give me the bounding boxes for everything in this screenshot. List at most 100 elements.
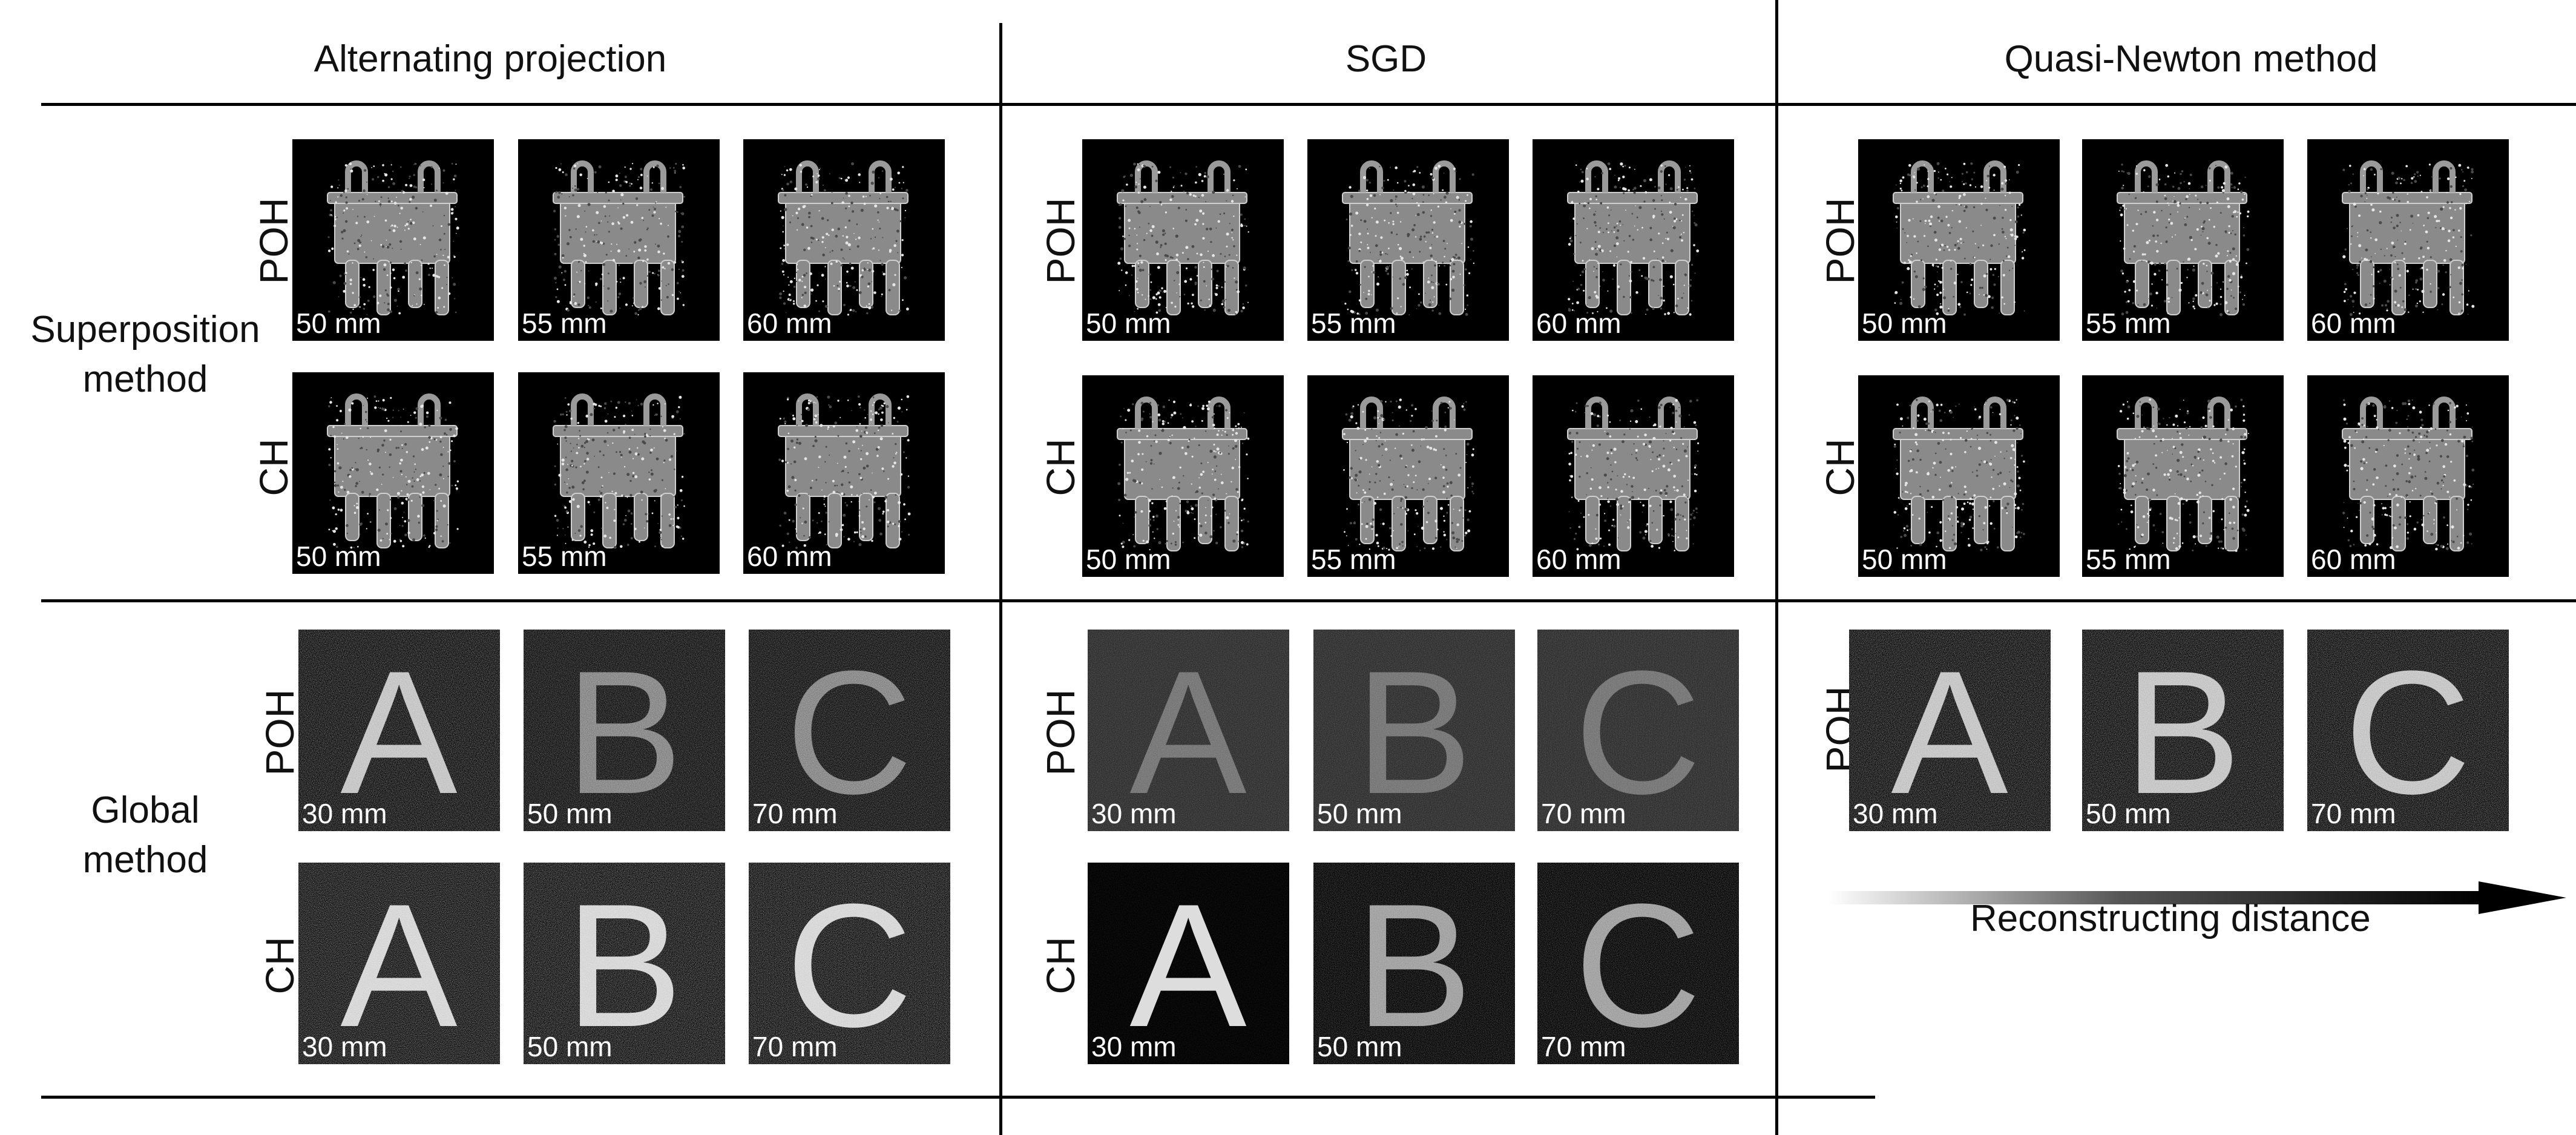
reconstruction-image: [2117, 160, 2250, 317]
reconstruction-panel: 60 mm: [743, 139, 945, 341]
distance-label: 30 mm: [1091, 798, 1177, 829]
reconstruction-image: [553, 160, 686, 315]
reconstruction-image: A: [298, 863, 500, 1064]
reconstruction-image: [327, 160, 459, 315]
reconstruction-image: [327, 393, 459, 549]
reconstruction-image: [2342, 396, 2475, 551]
distance-label: 60 mm: [1536, 544, 1622, 575]
reconstruction-panel: 50 mm: [1858, 375, 2060, 577]
distance-label: 60 mm: [747, 308, 832, 339]
reconstruction-panel: 50 mm: [1858, 139, 2060, 341]
reconstruction-image: [1893, 160, 2026, 316]
reconstruction-panel: 60 mm: [2307, 375, 2509, 577]
reconstruction-image: [778, 393, 911, 549]
label-ch: CH: [257, 936, 302, 995]
reconstruction-image: C: [749, 863, 950, 1064]
label-ch: CH: [1038, 438, 1083, 496]
row-title-superposition: Superposition method: [30, 309, 260, 400]
distance-label: 50 mm: [1862, 308, 1947, 339]
reconstruction-image: C: [749, 630, 950, 831]
distance-label: 50 mm: [1317, 1031, 1402, 1062]
reconstruction-image: A: [298, 630, 500, 831]
reconstruction-image: [1893, 396, 2025, 551]
reconstruction-image: [1342, 396, 1474, 551]
reconstruction-panel: C70 mm: [749, 863, 950, 1064]
distance-label: 50 mm: [1086, 544, 1171, 575]
reconstruction-panel: 60 mm: [2307, 139, 2509, 341]
distance-label: 50 mm: [1086, 308, 1171, 339]
distance-label: 60 mm: [747, 541, 832, 572]
label-poh: POH: [257, 689, 302, 776]
reconstruction-panel: B50 mm: [2082, 630, 2284, 831]
reconstruction-panel: 55 mm: [2082, 375, 2284, 577]
reconstruction-panel: 50 mm: [1082, 139, 1284, 341]
distance-label: 50 mm: [1317, 798, 1402, 829]
distance-label: 70 mm: [2311, 798, 2396, 829]
divider-vertical-2: [1775, 0, 1778, 1135]
reconstruction-panel: 50 mm: [292, 372, 494, 574]
reconstruction-panel: 55 mm: [2082, 139, 2284, 341]
divider-header: [41, 103, 2576, 106]
reconstruction-image: A: [1088, 630, 1289, 831]
reconstruction-panel: B50 mm: [524, 863, 725, 1064]
row-title-global: Global method: [82, 789, 208, 881]
distance-label: 50 mm: [2086, 798, 2171, 829]
reconstruction-panel: 55 mm: [518, 372, 720, 574]
reconstruction-panel: 60 mm: [743, 372, 945, 574]
column-title-sgd: SGD: [1345, 38, 1427, 80]
arrow-label: Reconstructing distance: [1970, 898, 2371, 939]
distance-label: 55 mm: [2086, 544, 2171, 575]
reconstruction-panel: C70 mm: [2307, 630, 2509, 831]
distance-label: 30 mm: [1853, 798, 1938, 829]
reconstruction-panel: A30 mm: [298, 863, 500, 1064]
label-poh: POH: [1818, 197, 1862, 285]
reconstruction-image: [1342, 160, 1475, 316]
distance-label: 70 mm: [752, 1031, 838, 1062]
column-title-alternating-projection: Alternating projection: [314, 38, 667, 80]
reconstruction-image: B: [524, 630, 725, 831]
divider-bottom: [41, 1096, 1875, 1099]
reconstruction-image: C: [1537, 863, 1739, 1064]
distance-label: 60 mm: [2311, 308, 2396, 339]
reconstruction-image: [1117, 160, 1249, 315]
reconstruction-image: [1567, 396, 1700, 551]
distance-label: 50 mm: [1862, 544, 1947, 575]
reconstruction-image: A: [1849, 630, 2051, 831]
distance-label: 55 mm: [1311, 544, 1396, 575]
reconstruction-panel: 55 mm: [1307, 375, 1509, 577]
reconstruction-panel: 60 mm: [1533, 139, 1734, 341]
distance-label: 30 mm: [1091, 1031, 1177, 1062]
divider-vertical-1: [999, 23, 1002, 1135]
reconstruction-image: [778, 160, 909, 316]
reconstruction-image: B: [1313, 630, 1515, 831]
divider-middle: [41, 599, 2576, 602]
label-poh: POH: [1038, 197, 1083, 285]
reconstruction-panel: 60 mm: [1533, 375, 1734, 577]
reconstruction-image: B: [1313, 863, 1515, 1064]
distance-label: 50 mm: [527, 1031, 613, 1062]
reconstruction-panel: 55 mm: [518, 139, 720, 341]
distance-label: 70 mm: [752, 798, 838, 829]
reconstruction-image: A: [1088, 863, 1289, 1064]
reconstruction-panel: A30 mm: [1849, 630, 2051, 831]
reconstruction-image: B: [524, 863, 725, 1064]
label-ch: CH: [251, 438, 296, 496]
distance-label: 30 mm: [302, 1031, 387, 1062]
reconstruction-image: [2342, 160, 2475, 316]
reconstruction-image: B: [2082, 630, 2284, 831]
distance-label: 60 mm: [2311, 544, 2396, 575]
distance-label: 55 mm: [1311, 308, 1396, 339]
distance-label: 50 mm: [296, 308, 381, 339]
reconstruction-panel: 55 mm: [1307, 139, 1509, 341]
label-poh: POH: [1038, 689, 1083, 776]
distance-label: 30 mm: [302, 798, 387, 829]
